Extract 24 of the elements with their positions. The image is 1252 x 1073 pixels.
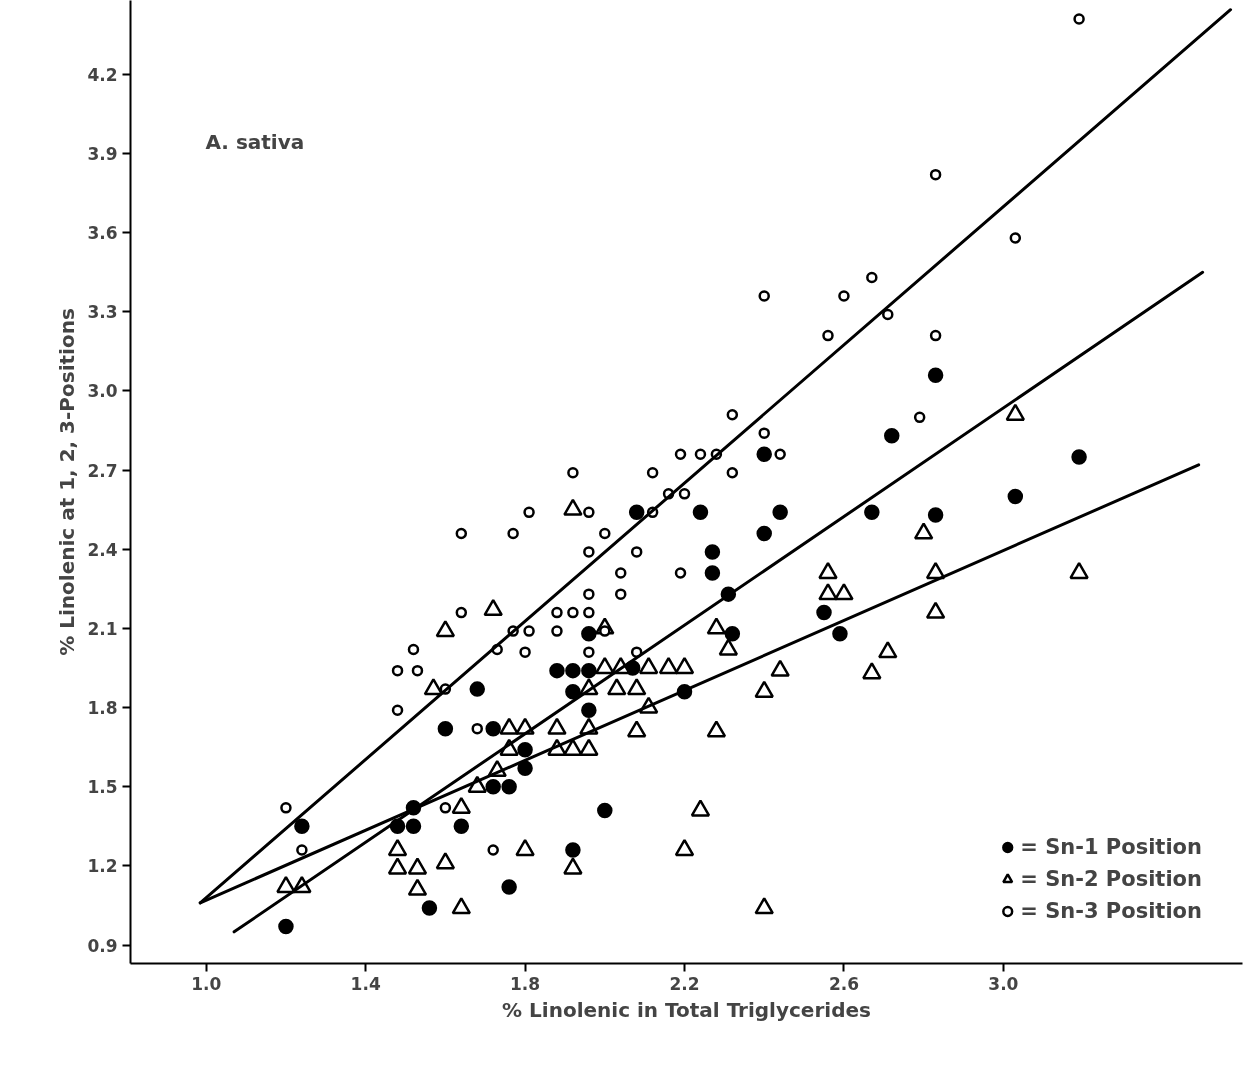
x-tick-label: 2.2 [669,973,700,994]
x-axis-title: % Linolenic in Total Triglycerides [502,997,871,1022]
legend-label: = Sn-3 Position [1020,899,1202,923]
y-tick-label: 1.2 [87,856,118,877]
x-tick-label: 1.0 [191,973,222,994]
y-tick-label: 2.1 [87,618,118,639]
y-axis-title: % Linolenic at 1, 2, 3-Positions [55,308,80,656]
legend-label: = Sn-2 Position [1020,867,1202,891]
y-tick-label: 0.9 [87,935,118,956]
legend-label: = Sn-1 Position [1020,835,1202,859]
x-tick-label: 2.6 [828,973,859,994]
y-tick-label: 3.0 [87,381,118,402]
y-tick-label: 1.8 [87,698,118,719]
y-tick-label: 2.4 [87,539,118,560]
x-tick-label: 1.4 [350,973,381,994]
y-tick-label: 4.2 [87,64,118,85]
x-tick-label: 3.0 [988,973,1019,994]
y-tick-label: 2.7 [87,460,118,481]
y-tick-label: 3.9 [87,144,118,165]
x-tick-label: 1.8 [510,973,541,994]
annotation: A. sativa [205,129,305,154]
y-tick-label: 1.5 [87,777,118,798]
y-tick-label: 3.3 [87,302,118,323]
y-tick-label: 3.6 [87,223,118,244]
